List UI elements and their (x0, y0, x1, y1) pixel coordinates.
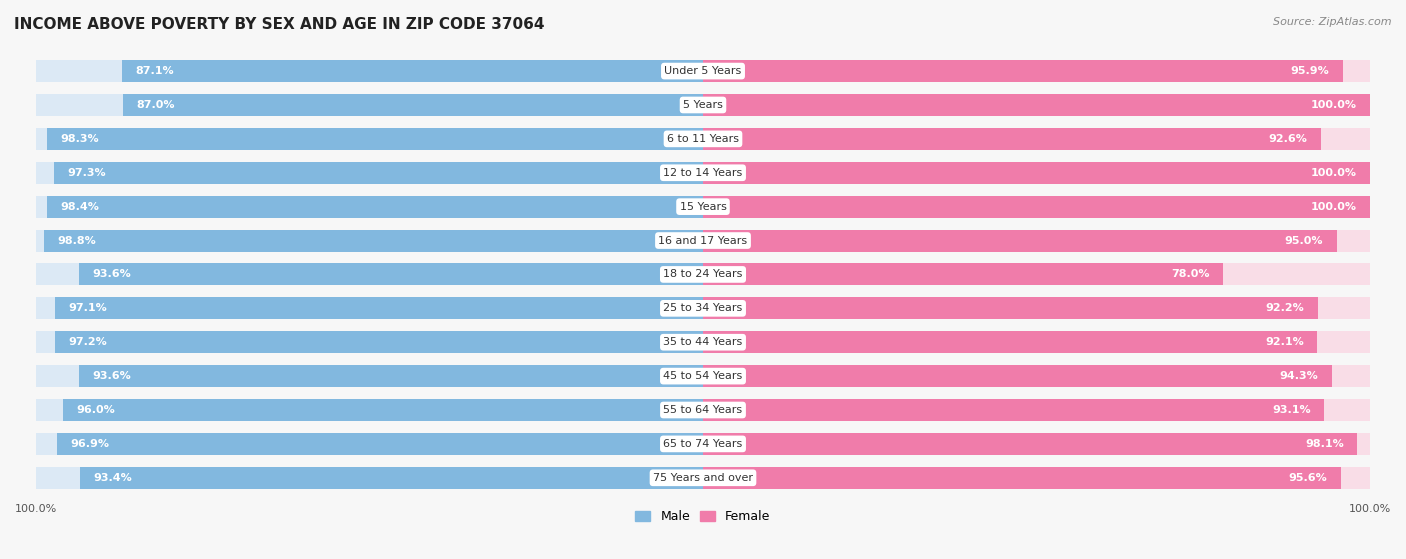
Bar (703, 94, 1369, 116)
Bar (703, 128, 1369, 150)
Text: 92.6%: 92.6% (1268, 134, 1308, 144)
Text: Under 5 Years: Under 5 Years (665, 66, 741, 76)
Bar (703, 331, 1369, 353)
Bar (703, 196, 1369, 217)
Text: 16 and 17 Years: 16 and 17 Years (658, 235, 748, 245)
Text: 75 Years and over: 75 Years and over (652, 473, 754, 483)
Bar (703, 60, 1343, 82)
Text: 92.1%: 92.1% (1265, 337, 1303, 347)
Bar (703, 365, 1369, 387)
Text: 15 Years: 15 Years (679, 202, 727, 212)
Bar (703, 467, 1369, 489)
Text: 93.6%: 93.6% (93, 371, 131, 381)
Bar (80, 467, 703, 489)
Text: 95.9%: 95.9% (1291, 66, 1329, 76)
Text: 100.0%: 100.0% (1310, 100, 1357, 110)
Bar (703, 263, 1369, 286)
Bar (44, 230, 703, 252)
Bar (37, 365, 703, 387)
Bar (703, 399, 1369, 421)
Bar (703, 230, 1369, 252)
Text: 96.0%: 96.0% (76, 405, 115, 415)
Bar (37, 196, 703, 217)
Bar (37, 60, 703, 82)
Text: 94.3%: 94.3% (1279, 371, 1319, 381)
Bar (37, 331, 703, 353)
Bar (79, 365, 703, 387)
Bar (53, 162, 703, 184)
Text: 100.0%: 100.0% (1310, 168, 1357, 178)
Bar (703, 297, 1369, 319)
Bar (37, 263, 703, 286)
Bar (122, 94, 703, 116)
Text: 98.1%: 98.1% (1305, 439, 1344, 449)
Bar (703, 263, 1223, 286)
Bar (703, 433, 1369, 455)
Bar (703, 162, 1369, 184)
Text: 95.0%: 95.0% (1285, 235, 1323, 245)
Text: 65 to 74 Years: 65 to 74 Years (664, 439, 742, 449)
Text: 100.0%: 100.0% (1310, 202, 1357, 212)
Bar (37, 433, 703, 455)
Bar (703, 433, 1357, 455)
Text: 12 to 14 Years: 12 to 14 Years (664, 168, 742, 178)
Bar (37, 94, 703, 116)
Bar (37, 162, 703, 184)
Bar (55, 331, 703, 353)
Bar (37, 467, 703, 489)
Bar (703, 230, 1337, 252)
Text: 97.1%: 97.1% (69, 304, 107, 314)
Text: 6 to 11 Years: 6 to 11 Years (666, 134, 740, 144)
Text: 5 Years: 5 Years (683, 100, 723, 110)
Text: 35 to 44 Years: 35 to 44 Years (664, 337, 742, 347)
Bar (48, 128, 703, 150)
Text: 98.3%: 98.3% (60, 134, 100, 144)
Text: 78.0%: 78.0% (1171, 269, 1209, 280)
Bar (63, 399, 703, 421)
Bar (703, 128, 1320, 150)
Bar (55, 297, 703, 319)
Text: 93.1%: 93.1% (1272, 405, 1310, 415)
Bar (703, 331, 1317, 353)
Text: 87.0%: 87.0% (136, 100, 174, 110)
Text: 55 to 64 Years: 55 to 64 Years (664, 405, 742, 415)
Bar (703, 196, 1369, 217)
Text: 97.3%: 97.3% (67, 168, 105, 178)
Text: 98.8%: 98.8% (58, 235, 96, 245)
Text: Source: ZipAtlas.com: Source: ZipAtlas.com (1274, 17, 1392, 27)
Bar (703, 399, 1324, 421)
Text: 45 to 54 Years: 45 to 54 Years (664, 371, 742, 381)
Text: 95.6%: 95.6% (1288, 473, 1327, 483)
Bar (46, 196, 703, 217)
Bar (37, 399, 703, 421)
Text: 93.4%: 93.4% (93, 473, 132, 483)
Bar (703, 162, 1369, 184)
Bar (37, 297, 703, 319)
Bar (703, 467, 1340, 489)
Legend: Male, Female: Male, Female (630, 505, 776, 528)
Bar (37, 128, 703, 150)
Bar (703, 297, 1317, 319)
Text: INCOME ABOVE POVERTY BY SEX AND AGE IN ZIP CODE 37064: INCOME ABOVE POVERTY BY SEX AND AGE IN Z… (14, 17, 544, 32)
Text: 18 to 24 Years: 18 to 24 Years (664, 269, 742, 280)
Text: 98.4%: 98.4% (60, 202, 98, 212)
Text: 25 to 34 Years: 25 to 34 Years (664, 304, 742, 314)
Bar (703, 365, 1331, 387)
Text: 92.2%: 92.2% (1265, 304, 1305, 314)
Bar (56, 433, 703, 455)
Bar (703, 60, 1369, 82)
Text: 97.2%: 97.2% (67, 337, 107, 347)
Text: 96.9%: 96.9% (70, 439, 110, 449)
Bar (79, 263, 703, 286)
Bar (122, 60, 703, 82)
Bar (703, 94, 1369, 116)
Bar (37, 230, 703, 252)
Text: 87.1%: 87.1% (135, 66, 174, 76)
Text: 93.6%: 93.6% (93, 269, 131, 280)
